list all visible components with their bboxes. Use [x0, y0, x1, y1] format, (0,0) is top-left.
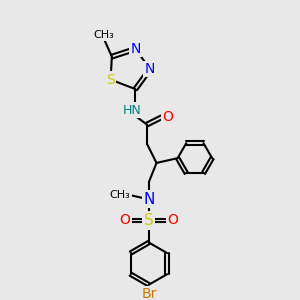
Text: N: N	[130, 42, 141, 56]
Text: O: O	[167, 214, 178, 227]
Text: N: N	[145, 62, 155, 76]
Text: N: N	[143, 192, 154, 207]
Text: CH₃: CH₃	[94, 30, 115, 40]
Text: O: O	[119, 214, 130, 227]
Text: HN: HN	[123, 104, 142, 117]
Text: Br: Br	[141, 287, 157, 300]
Text: O: O	[163, 110, 173, 124]
Text: S: S	[106, 73, 115, 87]
Text: S: S	[144, 213, 154, 228]
Text: CH₃: CH₃	[110, 190, 130, 200]
